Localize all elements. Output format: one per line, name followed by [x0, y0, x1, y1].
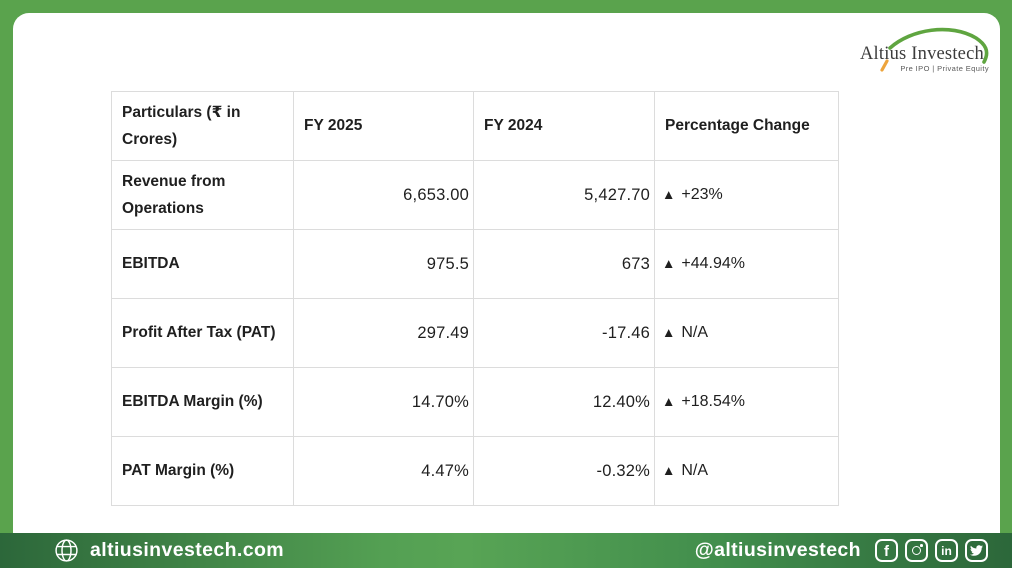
instagram-dot [919, 544, 923, 547]
social-icons: f in [875, 539, 988, 562]
table-row: Revenue from Operations 6,653.00 5,427.7… [111, 160, 839, 230]
row-label: PAT Margin (%) [111, 436, 294, 506]
up-triangle-icon: ▲ [662, 463, 676, 478]
table-row: EBITDA Margin (%) 14.70% 12.40% ▲ +18.54% [111, 367, 839, 437]
footer-social-group: @altiusinvestech f in [695, 539, 988, 562]
header-fy2024: FY 2024 [473, 91, 655, 161]
website-link[interactable]: altiusinvestech.com [90, 539, 285, 561]
row-label: EBITDA Margin (%) [111, 367, 294, 437]
up-triangle-icon: ▲ [662, 256, 676, 271]
change-text: +23% [681, 186, 723, 203]
fy2025-value: 975.5 [293, 229, 474, 299]
header-particulars: Particulars (₹ in Crores) [111, 91, 294, 161]
header-percentage-change: Percentage Change [654, 91, 839, 161]
twitter-icon[interactable] [965, 539, 988, 562]
logo-company-name: Altius Investech [860, 44, 984, 64]
row-label: Profit After Tax (PAT) [111, 298, 294, 368]
table-header-row: Particulars (₹ in Crores) FY 2025 FY 202… [111, 91, 839, 161]
fy2024-value: -17.46 [473, 298, 655, 368]
change-value: ▲ +23% [654, 160, 839, 230]
instagram-icon[interactable] [905, 539, 928, 562]
facebook-glyph: f [884, 543, 889, 560]
fy2025-value: 297.49 [293, 298, 474, 368]
footer-bar: altiusinvestech.com @altiusinvestech f i… [0, 533, 1012, 568]
fy2025-value: 4.47% [293, 436, 474, 506]
table-row: EBITDA 975.5 673 ▲ +44.94% [111, 229, 839, 299]
row-label: Revenue from Operations [111, 160, 294, 230]
linkedin-glyph: in [941, 543, 952, 558]
change-text: N/A [681, 462, 709, 479]
change-value: ▲ N/A [654, 436, 839, 506]
header-fy2025: FY 2025 [293, 91, 474, 161]
altius-investech-logo: Altius Investech Pre IPO | Private Equit… [827, 21, 992, 79]
globe-icon [55, 539, 78, 562]
facebook-icon[interactable]: f [875, 539, 898, 562]
social-handle[interactable]: @altiusinvestech [694, 539, 861, 561]
fy2024-value: 673 [473, 229, 655, 299]
table-row: Profit After Tax (PAT) 297.49 -17.46 ▲ N/… [111, 298, 839, 368]
financials-table: Particulars (₹ in Crores) FY 2025 FY 202… [111, 91, 839, 506]
table-row: PAT Margin (%) 4.47% -0.32% ▲ N/A [111, 436, 839, 506]
up-triangle-icon: ▲ [662, 325, 676, 340]
change-value: ▲ +44.94% [654, 229, 839, 299]
twitter-bird-icon [970, 545, 983, 556]
logo-swoosh-icon [880, 27, 989, 72]
change-text: +18.54% [681, 393, 745, 410]
fy2024-value: 12.40% [473, 367, 655, 437]
fy2025-value: 14.70% [293, 367, 474, 437]
fy2025-value: 6,653.00 [293, 160, 474, 230]
fy2024-value: -0.32% [473, 436, 655, 506]
up-triangle-icon: ▲ [662, 394, 676, 409]
logo-tagline: Pre IPO | Private Equity [900, 64, 989, 73]
up-triangle-icon: ▲ [662, 187, 676, 202]
linkedin-icon[interactable]: in [935, 539, 958, 562]
row-label: EBITDA [111, 229, 294, 299]
change-text: +44.94% [681, 255, 745, 272]
instagram-lens [912, 546, 921, 555]
footer-website-group: altiusinvestech.com [54, 538, 284, 563]
change-text: N/A [681, 324, 709, 341]
fy2024-value: 5,427.70 [473, 160, 655, 230]
change-value: ▲ +18.54% [654, 367, 839, 437]
change-value: ▲ N/A [654, 298, 839, 368]
